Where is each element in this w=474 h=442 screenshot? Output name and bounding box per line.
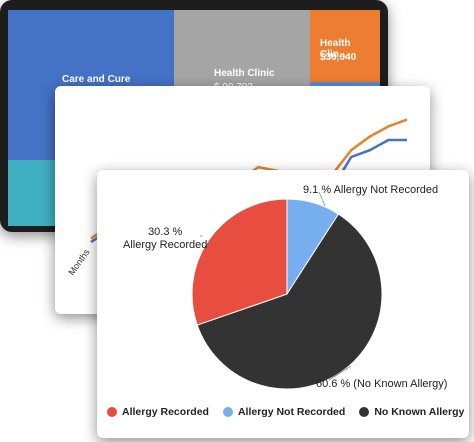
legend-item-no-known-allergy[interactable]: No Known Allergy — [359, 406, 464, 418]
legend-swatch — [222, 407, 233, 417]
legend-label: No Known Allergy — [374, 406, 465, 418]
legend-label: Allergy Not Recorded — [237, 406, 346, 418]
x-axis-label: Months — [66, 247, 91, 277]
legend-item-allergy-recorded[interactable]: Allergy Recorded — [107, 406, 209, 418]
treemap-tile-label: Health Clinic — [214, 68, 275, 79]
pie-leader-line-2 — [328, 365, 352, 381]
pie-label-name: Allergy Recorded — [123, 239, 208, 251]
legend-item-allergy-not-recorded[interactable]: Allergy Not Recorded — [222, 406, 346, 418]
legend-swatch — [107, 407, 117, 417]
pie-legend: Allergy Recorded Allergy Not Recorded No… — [107, 406, 467, 418]
treemap-tile-label: Care and Cure — [62, 74, 131, 85]
pie-label-pct: 30.3 % — [148, 226, 183, 238]
pie-chart-card: 30.3 % Allergy Recorded 9.1 % Allergy No… — [97, 170, 469, 438]
legend-swatch — [359, 407, 370, 417]
pie-chart — [191, 191, 383, 390]
treemap-tile-health-clinic-2[interactable]: Health Clin... $30,040 — [310, 10, 380, 82]
pie-label-no-known: 60.6 % (No Known Allergy) — [316, 378, 448, 390]
pie-label-allergy-recorded: 30.3 % Allergy Recorded — [123, 226, 207, 252]
treemap-tile-label: Health Clin... — [320, 38, 351, 60]
treemap-tile-value: $30,040 — [320, 52, 357, 63]
pie-slice-no-known-allergy[interactable] — [196, 213, 383, 390]
pie-leader-line-0 — [318, 191, 326, 207]
legend-label: Allergy Recorded — [122, 406, 209, 418]
pie-label-not-recorded: 9.1 % Allergy Not Recorded — [303, 184, 439, 196]
pie-slice-allergy-recorded[interactable] — [191, 198, 288, 326]
